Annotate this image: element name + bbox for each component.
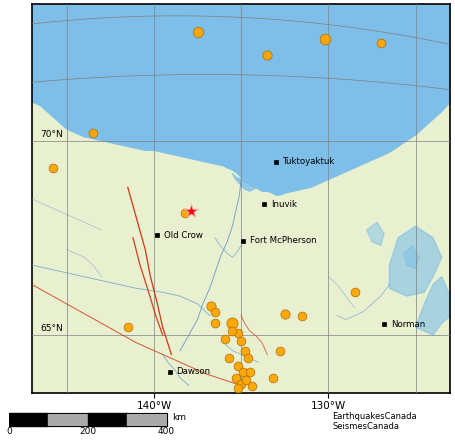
Text: Inuvik: Inuvik	[271, 200, 297, 209]
Point	[238, 380, 245, 387]
Polygon shape	[268, 181, 285, 195]
Point	[229, 328, 236, 335]
Text: Dawson: Dawson	[177, 367, 211, 376]
Point	[248, 382, 255, 389]
Polygon shape	[389, 226, 442, 296]
Polygon shape	[404, 245, 419, 269]
Point	[246, 368, 253, 375]
Point	[269, 374, 276, 381]
Point	[208, 302, 215, 309]
Point	[243, 376, 250, 384]
Point	[222, 335, 229, 342]
Text: Norman: Norman	[391, 320, 425, 329]
Point	[276, 347, 283, 354]
Point	[234, 329, 241, 337]
Point	[212, 320, 219, 327]
Text: 400: 400	[158, 427, 175, 436]
Point	[187, 208, 194, 215]
Point	[194, 28, 201, 35]
Point	[239, 368, 247, 375]
Text: km: km	[172, 413, 187, 422]
Point	[233, 374, 240, 381]
Point	[49, 164, 56, 171]
Polygon shape	[32, 4, 450, 393]
Point	[241, 347, 248, 354]
Point	[238, 337, 245, 345]
Polygon shape	[233, 173, 258, 191]
Text: EarthquakesCanada
SeismesCanada: EarthquakesCanada SeismesCanada	[332, 412, 417, 431]
Point	[244, 355, 252, 362]
Point	[351, 289, 358, 296]
Text: Tuktoyaktuk: Tuktoyaktuk	[283, 157, 335, 166]
Point	[321, 36, 329, 43]
Point	[182, 209, 189, 216]
Polygon shape	[32, 4, 450, 195]
Text: Old Crow: Old Crow	[164, 231, 203, 240]
Point	[298, 312, 306, 319]
Point	[234, 363, 241, 370]
Text: 0: 0	[6, 427, 12, 436]
Text: Fort McPherson: Fort McPherson	[250, 236, 317, 245]
Polygon shape	[367, 222, 384, 245]
Point	[264, 51, 271, 59]
Point	[212, 308, 219, 315]
Point	[281, 310, 288, 317]
Point	[377, 40, 384, 47]
Text: 200: 200	[79, 427, 96, 436]
Text: 65°N: 65°N	[40, 324, 63, 333]
Point	[124, 324, 131, 331]
Polygon shape	[415, 277, 450, 335]
Point	[225, 355, 233, 362]
Point	[89, 129, 96, 136]
Point	[234, 384, 241, 391]
Point	[229, 320, 236, 327]
Text: 70°N: 70°N	[40, 130, 63, 139]
